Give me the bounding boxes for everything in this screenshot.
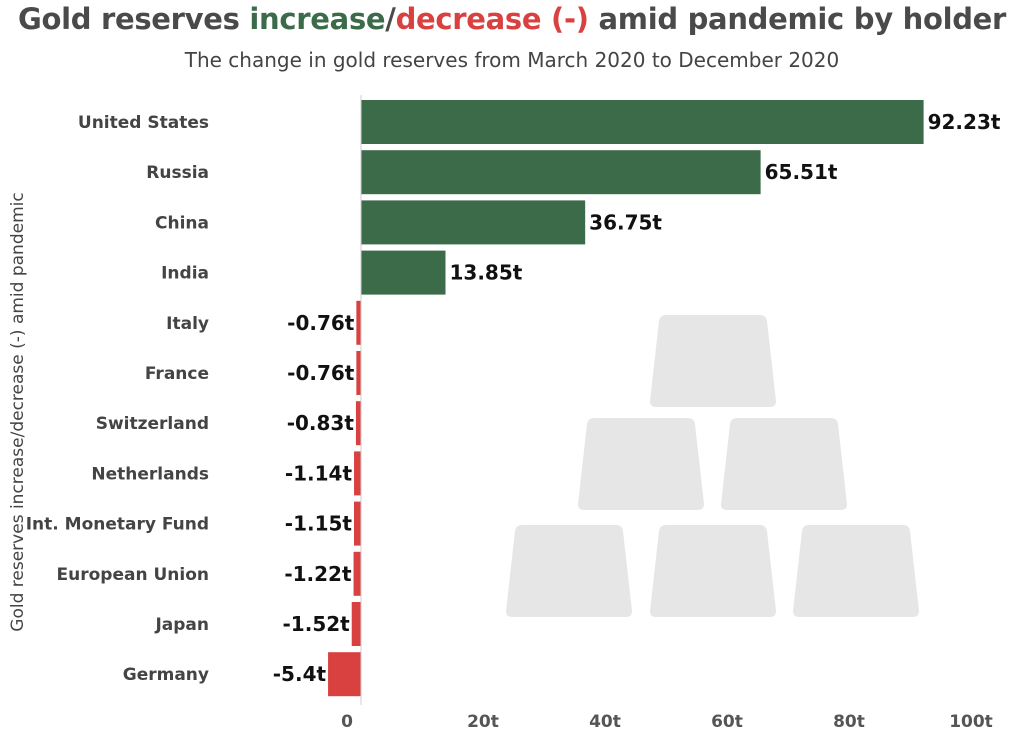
x-tick-label: 80t: [833, 712, 865, 732]
title-part1: Gold reserves: [17, 2, 250, 36]
value-label: -5.4t: [273, 662, 327, 686]
value-label: -0.76t: [287, 311, 355, 335]
category-label: European Union: [57, 565, 210, 585]
gold-bar-shape: [650, 315, 776, 407]
gold-bar-shape: [578, 418, 704, 510]
bar: [328, 652, 361, 697]
category-label: China: [155, 213, 209, 233]
x-axis-ticks: 0 20t 40t 60t 80t 100t: [341, 712, 993, 732]
value-label: 92.23t: [928, 110, 1001, 134]
value-label: 36.75t: [589, 210, 662, 234]
x-tick-label: 0: [341, 712, 353, 732]
chart-subtitle: The change in gold reserves from March 2…: [184, 48, 840, 72]
bar: [354, 451, 361, 496]
value-label: -1.22t: [284, 562, 352, 586]
title-slash: /: [385, 2, 396, 36]
bar: [353, 551, 361, 596]
category-label: Japan: [154, 615, 209, 635]
value-label: 65.51t: [765, 160, 838, 184]
value-label: -1.14t: [285, 461, 353, 485]
bar: [361, 150, 761, 195]
title-decrease: decrease (-): [395, 2, 589, 36]
bar: [361, 100, 924, 144]
category-labels: United States Russia China India Italy France…: [26, 113, 209, 685]
x-tick-label: 60t: [711, 712, 743, 732]
bar: [355, 401, 361, 446]
gold-bars-icon: [506, 315, 919, 617]
bars-group: [328, 100, 924, 697]
category-label: Germany: [123, 665, 209, 685]
bar: [356, 351, 361, 395]
chart-title: Gold reserves increase/decrease (-) amid…: [0, 2, 1024, 36]
category-label: Italy: [166, 314, 209, 334]
gold-bar-shape: [506, 525, 632, 617]
x-tick-label: 40t: [589, 712, 621, 732]
gold-bar-shape: [793, 525, 919, 617]
x-tick-label: 20t: [467, 712, 499, 732]
category-label: Russia: [146, 163, 209, 183]
x-tick-label: 100t: [949, 712, 993, 732]
value-label: -0.76t: [287, 361, 355, 385]
value-label: -0.83t: [287, 411, 355, 435]
bar: [356, 300, 361, 345]
category-label: Netherlands: [91, 464, 209, 484]
category-label: Switzerland: [96, 414, 209, 434]
title-increase: increase: [249, 2, 386, 36]
category-label: Int. Monetary Fund: [26, 515, 209, 535]
category-label: India: [161, 264, 209, 284]
value-label: 13.85t: [449, 261, 522, 285]
value-label: -1.15t: [285, 512, 353, 536]
title-part2: amid pandemic by holder: [588, 2, 1007, 36]
bar: [361, 250, 446, 295]
category-label: United States: [78, 113, 209, 133]
value-labels: 92.23t 65.51t 36.75t 13.85t -0.76t -0.76t -0.8…: [273, 110, 1001, 686]
category-label: France: [145, 364, 209, 384]
bar: [353, 501, 361, 546]
gold-bar-shape: [721, 418, 847, 510]
value-label: -1.52t: [283, 612, 351, 636]
bar: [351, 602, 361, 646]
bar: [361, 200, 586, 245]
gold-bar-shape: [650, 525, 776, 617]
